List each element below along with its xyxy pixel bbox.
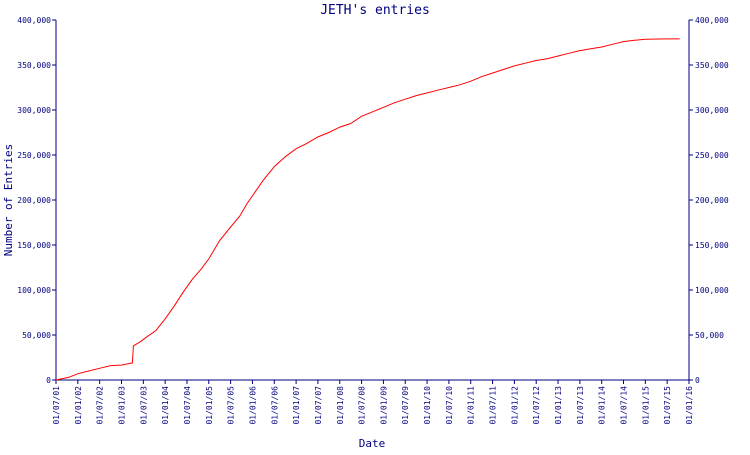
x-tick-label: 01/01/12 — [510, 386, 519, 425]
x-tick-label: 01/07/07 — [314, 386, 323, 425]
x-tick-label: 01/07/12 — [532, 386, 541, 425]
chart-title: JETH's entries — [320, 3, 430, 18]
x-tick-label: 01/07/04 — [183, 386, 192, 425]
x-axis-label: Date — [359, 437, 386, 450]
x-tick-label: 01/07/06 — [270, 386, 279, 425]
y-tick-label-left: 50,000 — [22, 331, 51, 340]
x-tick-label: 01/01/03 — [117, 386, 126, 425]
y-tick-label-right: 350,000 — [695, 61, 729, 70]
x-tick-label: 01/01/11 — [467, 386, 476, 425]
x-tick-label: 01/01/16 — [685, 386, 694, 425]
x-tick-label: 01/01/07 — [292, 386, 301, 425]
x-tick-label: 01/07/01 — [52, 386, 61, 425]
x-tick-label: 01/01/14 — [598, 386, 607, 425]
x-tick-label: 01/01/05 — [205, 386, 214, 425]
x-tick-label: 01/01/04 — [161, 386, 170, 425]
y-tick-label-right: 100,000 — [695, 286, 729, 295]
y-tick-label-left: 250,000 — [17, 151, 51, 160]
x-tick-label: 01/07/09 — [401, 386, 410, 425]
y-tick-label-left: 350,000 — [17, 61, 51, 70]
y-tick-label-right: 250,000 — [695, 151, 729, 160]
y-tick-label-right: 0 — [695, 376, 700, 385]
x-tick-label: 01/07/08 — [358, 386, 367, 425]
y-axis-label: Number of Entries — [2, 144, 15, 257]
y-tick-label-left: 150,000 — [17, 241, 51, 250]
x-tick-label: 01/01/09 — [379, 386, 388, 425]
x-tick-label: 01/01/15 — [641, 386, 650, 425]
x-tick-label: 01/07/13 — [576, 386, 585, 425]
y-tick-label-right: 200,000 — [695, 196, 729, 205]
x-tick-label: 01/01/13 — [554, 386, 563, 425]
axes: 0 0 50,000 50,000 100,000 100,000 150,000 150,0… — [17, 16, 729, 425]
y-tick-label-right: 50,000 — [695, 331, 724, 340]
series-line — [55, 38, 680, 381]
y-tick-label-left: 400,000 — [17, 16, 51, 25]
y-tick-label-left: 200,000 — [17, 196, 51, 205]
x-tick-label: 01/07/15 — [663, 386, 672, 425]
y-tick-label-left: 0 — [46, 376, 51, 385]
x-tick-label: 01/01/02 — [74, 386, 83, 425]
x-tick-label: 01/01/06 — [248, 386, 257, 425]
y-tick-label-right: 400,000 — [695, 16, 729, 25]
y-tick-label-right: 150,000 — [695, 241, 729, 250]
x-tick-label: 01/07/11 — [489, 386, 498, 425]
x-tick-label: 01/07/05 — [227, 386, 236, 425]
x-tick-label: 01/07/14 — [620, 386, 629, 425]
x-tick-label: 01/01/08 — [336, 386, 345, 425]
x-tick-label: 01/01/10 — [423, 386, 432, 425]
y-tick-label-left: 100,000 — [17, 286, 51, 295]
x-tick-label: 01/07/02 — [96, 386, 105, 425]
series-layer — [55, 38, 680, 381]
y-tick-label-left: 300,000 — [17, 106, 51, 115]
x-tick-label: 01/07/03 — [139, 386, 148, 425]
y-tick-label-right: 300,000 — [695, 106, 729, 115]
x-tick-label: 01/07/10 — [445, 386, 454, 425]
